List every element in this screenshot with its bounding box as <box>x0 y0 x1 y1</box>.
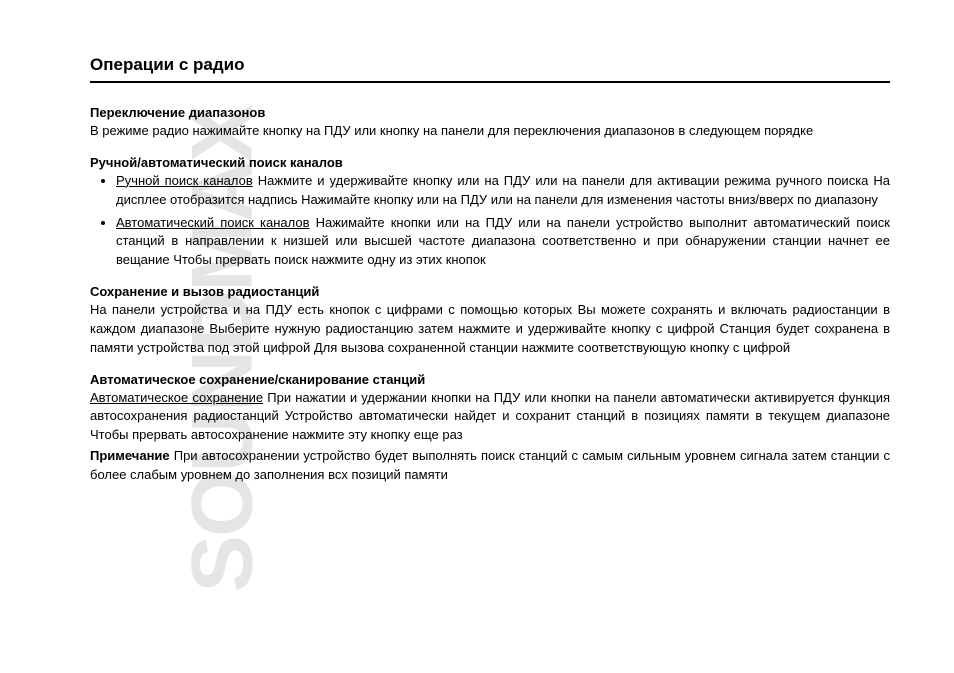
item-underline-label: Ручной поиск каналов <box>116 173 253 188</box>
heading-band-switch: Переключение диапазонов <box>90 105 890 120</box>
page-title: Операции с радио <box>90 55 890 83</box>
para-autosave: Автоматическое сохранение При нажатии и … <box>90 389 890 446</box>
para-band-switch: В режиме радио нажимайте кнопку на ПДУ и… <box>90 122 890 141</box>
item-underline-label: Автоматический поиск каналов <box>116 215 310 230</box>
note-text: При автосохранении устройство будет выпо… <box>90 448 890 482</box>
autosave-underline-label: Автоматическое сохранение <box>90 390 263 405</box>
list-item: Автоматический поиск каналов Нажимайте к… <box>116 214 890 271</box>
heading-save-recall: Сохранение и вызов радиостанций <box>90 284 890 299</box>
heading-search: Ручной/автоматический поиск каналов <box>90 155 890 170</box>
para-note: Примечание При автосохранении устройство… <box>90 447 890 485</box>
page-content: Операции с радио Переключение диапазонов… <box>90 55 890 499</box>
para-save-recall: На панели устройства и на ПДУ есть кнопо… <box>90 301 890 358</box>
note-label: Примечание <box>90 448 170 463</box>
search-list: Ручной поиск каналов Нажмите и удерживай… <box>90 172 890 270</box>
heading-autosave: Автоматическое сохранение/сканирование с… <box>90 372 890 387</box>
list-item: Ручной поиск каналов Нажмите и удерживай… <box>116 172 890 210</box>
